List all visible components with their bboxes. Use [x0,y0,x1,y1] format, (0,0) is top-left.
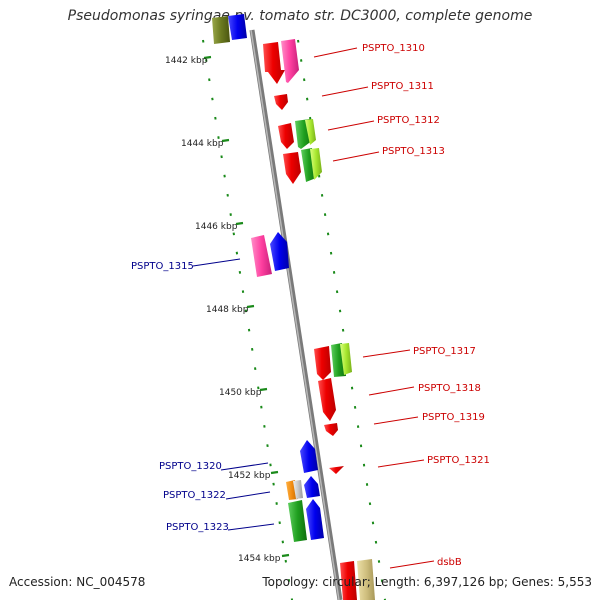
kbp-major-tick [203,55,212,60]
gene-arrow [270,232,289,271]
forward-gene-labels: PSPTO_1310 PSPTO_1311 PSPTO_1312 PSPTO_1… [362,43,490,568]
gene-arrow [306,499,324,540]
gene-arrow [228,14,247,40]
gene-arrow [300,440,318,473]
gene-label: PSPTO_1322 [163,490,226,501]
kbp-major-tick [259,387,268,392]
gene-arrow [310,148,322,180]
label-connectors [192,47,435,569]
gene-arrow [278,123,294,149]
kbp-label: 1442 kbp [165,56,208,66]
kbp-label: 1450 kbp [219,388,262,398]
gene-arrow [212,16,230,44]
gene-arrow [340,343,352,375]
genome-summary-text: Topology: circular; Length: 6,397,126 bp… [262,575,592,589]
gene-arrow [324,423,338,436]
kbp-label: 1444 kbp [181,139,224,149]
gene-label: dsbB [437,557,462,568]
gene-label: PSPTO_1315 [131,261,194,272]
gene-arrow [314,346,331,380]
kbp-labels: 1442 kbp 1444 kbp 1446 kbp 1448 kbp 1450… [165,56,281,564]
dna-backbone [249,29,343,600]
kbp-major-tick [221,138,230,143]
gene-label: PSPTO_1311 [371,81,434,92]
kbp-label: 1452 kbp [228,471,271,481]
gene-arrow [283,152,301,184]
gene-label: PSPTO_1321 [427,455,490,466]
gene-arrow [340,561,357,600]
kbp-label: 1454 kbp [238,554,281,564]
reverse-gene-labels: PSPTO_1315 PSPTO_1320 PSPTO_1322 PSPTO_1… [131,261,229,533]
gene-arrow [288,500,307,542]
kbp-major-tick [270,470,279,475]
gene-label: PSPTO_1319 [422,412,485,423]
gene-label: PSPTO_1323 [166,522,229,533]
gene-label: PSPTO_1320 [159,461,222,472]
gene-arrow [329,466,344,474]
gene-arrow [281,39,299,83]
gene-arrow [304,476,320,498]
gene-label: PSPTO_1312 [377,115,440,126]
kbp-label: 1446 kbp [195,222,238,232]
kbp-major-tick [281,553,290,558]
gene-arrow [251,235,272,277]
kbp-label: 1448 kbp [206,305,249,315]
gene-arrow [274,94,288,110]
gene-label: PSPTO_1313 [382,146,445,157]
page-title: Pseudomonas syringae pv. tomato str. DC3… [67,8,533,24]
gene-label: PSPTO_1318 [418,383,481,394]
gene-arrow [357,559,375,600]
gene-arrow [305,119,316,145]
gene-label: PSPTO_1310 [362,43,425,54]
accession-text: Accession: NC_004578 [9,575,146,589]
kbp-major-tick [246,304,255,309]
gene-features [212,14,375,600]
gene-label: PSPTO_1317 [413,346,476,357]
kbp-major-tick [235,221,244,226]
gene-arrow [293,480,303,499]
gene-arrow [318,378,336,421]
gene-arrow [263,42,285,84]
